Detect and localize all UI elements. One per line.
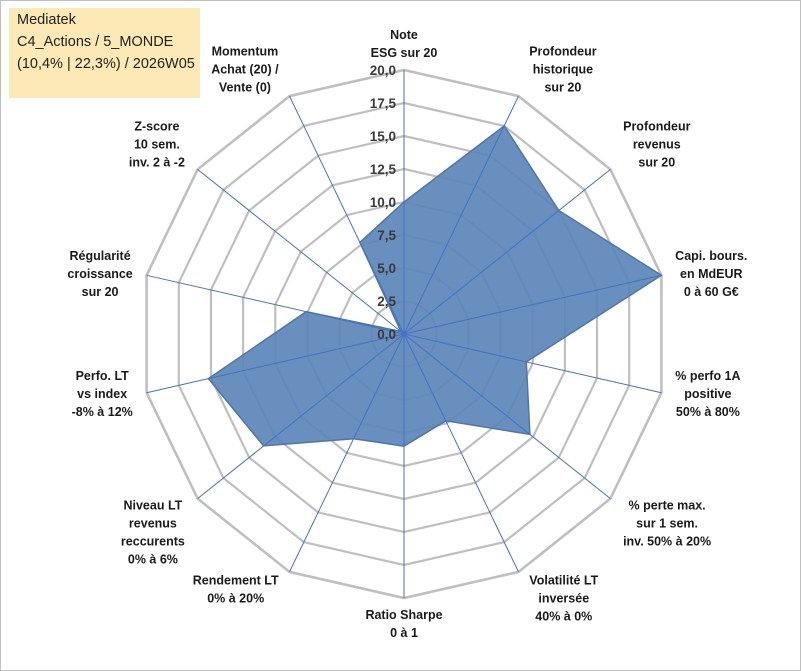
axis-label: Note ESG sur 20 — [371, 28, 438, 60]
axis-label-line: reccurents — [121, 534, 185, 548]
axis-label: Rendement LT 0% à 20% — [193, 573, 279, 605]
axis-label-line: Profondeur — [623, 120, 690, 134]
axis-spoke — [146, 274, 405, 335]
axis-label-line: sur 20 — [544, 81, 581, 95]
axis-label-line: Profondeur — [529, 45, 596, 59]
axis-spoke — [289, 333, 405, 573]
axis-label: Ratio Sharpe 0 à 1 — [365, 608, 442, 640]
axis-label-line: sur 20 — [638, 156, 675, 170]
axis-label: Profondeur historique sur 20 — [529, 45, 596, 95]
axis-label-line: Capi. bours. — [675, 249, 747, 263]
axis-label-line: sur 1 sem. — [636, 516, 698, 530]
chart-title: Mediatek — [17, 12, 76, 28]
axis-label-line: Vente (0) — [219, 81, 271, 95]
axis-label-line: Rendement LT — [193, 573, 279, 587]
spoke-layer — [146, 70, 662, 598]
chart-subtitle-portfolio: C4_Actions / 5_MONDE — [17, 34, 174, 50]
axis-label-line: Volatilité LT — [529, 573, 598, 587]
axis-spoke — [403, 169, 611, 335]
axis-label-line: revenus — [129, 516, 177, 530]
axis-label-line: inversée — [538, 591, 589, 605]
axis-label: % perte max. sur 1 sem. inv. 50% à 20% — [623, 498, 711, 548]
axis-label-line: croissance — [67, 267, 132, 281]
chart-title-box: Mediatek C4_Actions / 5_MONDE (10,4% | 2… — [9, 8, 200, 98]
axis-label: Régularité croissance sur 20 — [67, 249, 132, 299]
tick-label: 2,5 — [377, 294, 396, 309]
axis-label-line: 10 sem. — [134, 138, 180, 152]
axis-spoke — [403, 333, 611, 499]
axis-label-line: ESG sur 20 — [371, 46, 438, 60]
axis-label-line: % perte max. — [629, 498, 706, 512]
axis-label-line: Ratio Sharpe — [365, 608, 442, 622]
tick-label: 15,0 — [370, 129, 396, 144]
axis-label-line: historique — [533, 63, 593, 77]
tick-label: 10,0 — [370, 195, 396, 210]
axis-label: Momentum Achat (20) / Vente (0) — [211, 45, 279, 95]
axis-label-line: inv. 2 à -2 — [129, 156, 185, 170]
tick-label: 20,0 — [370, 63, 396, 78]
axis-label-line: 0 à 60 G€ — [684, 285, 739, 299]
axis-label-line: revenus — [633, 138, 681, 152]
axis-label-line: 50% à 80% — [676, 405, 740, 419]
axis-label: Niveau LT revenus reccurents 0% à 6% — [121, 498, 185, 566]
axis-label-line: Z-score — [134, 120, 179, 134]
axis-label: % perfo 1A positive 50% à 80% — [675, 369, 740, 419]
axis-label: Volatilité LT inversée 40% à 0% — [529, 573, 598, 623]
chart-subtitle-stats: (10,4% | 22,3%) / 2026W05 — [17, 56, 195, 72]
axis-label-line: % perfo 1A — [675, 369, 740, 383]
axis-spoke — [197, 333, 405, 499]
axis-label-line: vs index — [77, 387, 127, 401]
axis-label-line: -8% à 12% — [72, 405, 133, 419]
axis-label-line: Momentum — [212, 45, 279, 59]
axis-label-line: 0 à 1 — [390, 626, 418, 640]
tick-label: 7,5 — [377, 228, 396, 243]
axis-spoke — [146, 333, 405, 394]
label-layer: Note ESG sur 20 Profondeur historique sur 20… — [67, 28, 747, 640]
axis-label-line: 0% à 20% — [207, 591, 264, 605]
axis-label-line: 40% à 0% — [535, 609, 592, 623]
axis-spoke — [403, 95, 519, 335]
axis-spoke — [403, 274, 662, 335]
tick-label: 0,0 — [377, 327, 396, 342]
tick-label: 5,0 — [377, 261, 396, 276]
axis-label: Z-score 10 sem. inv. 2 à -2 — [129, 120, 185, 170]
axis-label-line: Note — [390, 28, 418, 42]
axis-label-line: Achat (20) / — [211, 63, 279, 77]
axis-label-line: positive — [684, 387, 731, 401]
axis-label-line: inv. 50% à 20% — [623, 534, 711, 548]
axis-label-line: Perfo. LT — [76, 369, 130, 383]
axis-spoke — [197, 169, 405, 335]
axis-label: Profondeur revenus sur 20 — [623, 120, 690, 170]
tick-label: 17,5 — [370, 96, 397, 111]
axis-label: Capi. bours. en MdEUR 0 à 60 G€ — [675, 249, 747, 299]
axis-label-line: 0% à 6% — [128, 552, 178, 566]
axis-label-line: Niveau LT — [123, 498, 182, 512]
axis-spoke — [403, 333, 662, 394]
axis-spoke — [403, 333, 519, 573]
tick-label: 12,5 — [370, 162, 397, 177]
axis-label-line: en MdEUR — [680, 267, 743, 281]
axis-label-line: sur 20 — [82, 285, 119, 299]
axis-spoke — [289, 95, 405, 335]
axis-label-line: Régularité — [70, 249, 131, 263]
tick-layer: 0,0 2,5 5,0 7,5 10,0 12,5 15,0 17,5 20,0 — [370, 63, 397, 342]
axis-label: Perfo. LT vs index -8% à 12% — [72, 369, 133, 419]
